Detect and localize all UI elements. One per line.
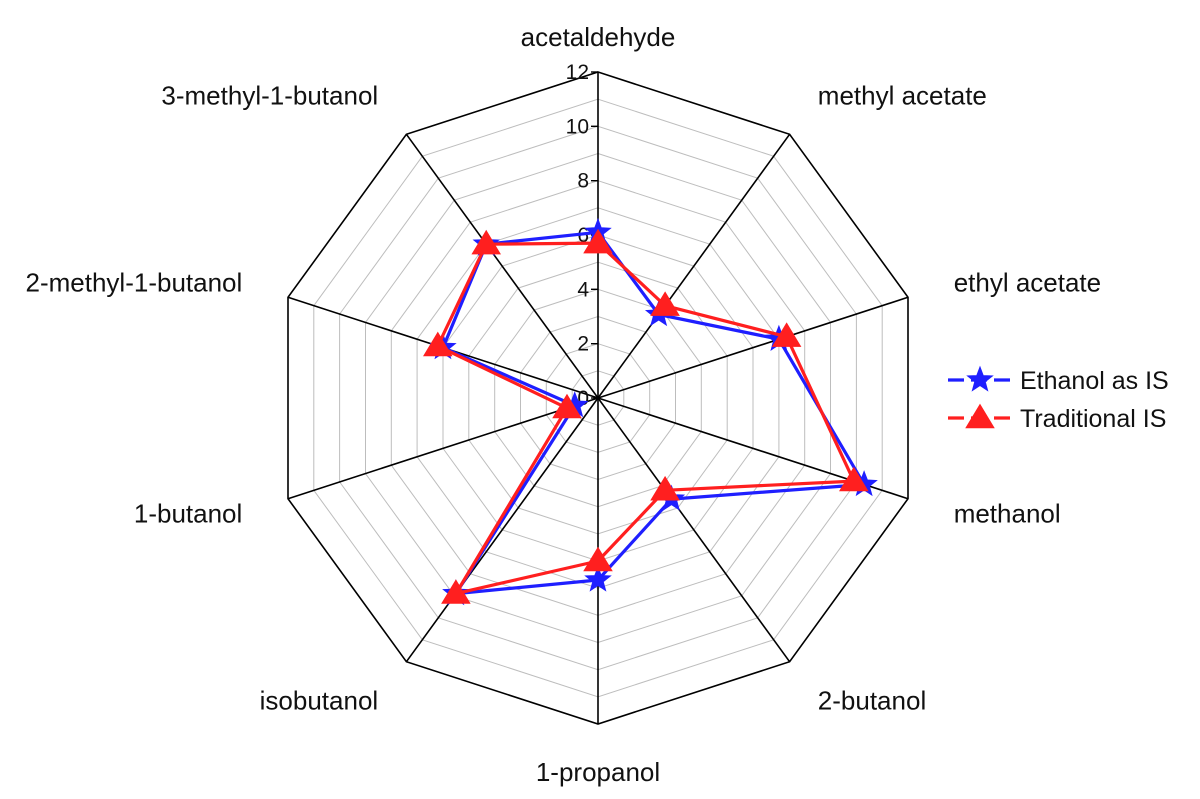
tick-label: 0 xyxy=(577,387,589,410)
tick-label: 8 xyxy=(577,170,589,193)
category-label: 1-propanol xyxy=(536,757,660,787)
radial-tick-labels: 0 2 4 6 8 10 12 xyxy=(566,61,598,410)
series-line xyxy=(441,230,866,596)
axis-spoke xyxy=(405,397,599,663)
category-label: 3-methyl-1-butanol xyxy=(161,80,378,110)
triangle-marker xyxy=(441,579,471,604)
legend-item: Ethanol as IS xyxy=(948,365,1169,395)
category-label: isobutanol xyxy=(260,686,379,716)
category-label: acetaldehyde xyxy=(521,22,676,52)
legend-label: Ethanol as IS xyxy=(1020,367,1169,395)
legend-item: Traditional IS xyxy=(948,403,1166,433)
legend: Ethanol as IS Traditional IS xyxy=(948,365,1169,433)
tick-label: 2 xyxy=(577,333,589,356)
category-label: 2-butanol xyxy=(818,686,926,716)
triangle-marker xyxy=(650,475,680,501)
triangle-marker xyxy=(839,466,869,492)
legend-star-marker xyxy=(966,365,994,392)
category-label: ethyl acetate xyxy=(954,267,1101,297)
tick-label: 10 xyxy=(566,115,589,138)
axis-spoke xyxy=(597,133,791,399)
triangle-marker xyxy=(423,331,453,357)
category-labels: acetaldehyde methyl acetate ethyl acetate m… xyxy=(26,22,1102,787)
triangle-marker xyxy=(471,229,501,255)
triangle-marker xyxy=(583,546,613,572)
category-label: methanol xyxy=(954,499,1061,529)
tick-label: 4 xyxy=(577,278,589,301)
triangle-marker xyxy=(552,393,582,419)
axis-spoke xyxy=(405,133,599,399)
axis-spoke xyxy=(287,397,599,500)
triangle-marker xyxy=(650,291,680,316)
legend-triangle-marker xyxy=(965,403,995,429)
triangle-marker xyxy=(771,322,802,347)
category-label: 1-butanol xyxy=(134,499,242,529)
data-series xyxy=(423,217,878,606)
category-label: methyl acetate xyxy=(818,80,987,110)
category-label: 2-methyl-1-butanol xyxy=(26,267,243,297)
axis-spoke xyxy=(597,397,791,663)
series-traditional-is xyxy=(423,228,869,604)
tick-label: 12 xyxy=(566,61,589,84)
star-marker xyxy=(584,565,612,592)
legend-label: Traditional IS xyxy=(1020,405,1166,433)
axis-spoke xyxy=(597,296,909,399)
triangle-marker xyxy=(583,228,613,254)
tick-label: 6 xyxy=(577,224,589,247)
